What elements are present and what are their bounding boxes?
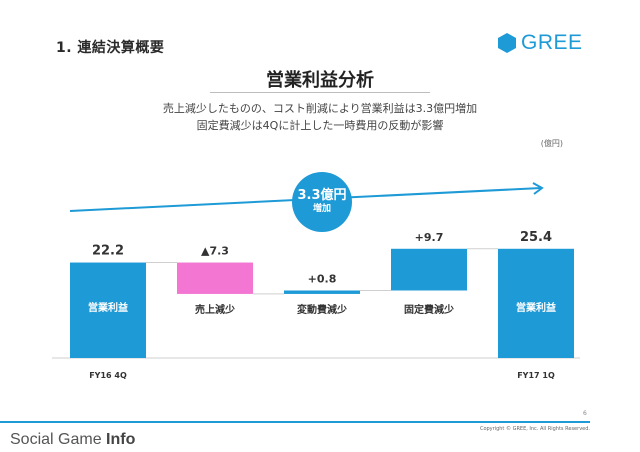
page-number: 6: [583, 410, 587, 417]
value-label-1: 22.2: [92, 244, 124, 259]
badge-value: 3.3億円: [297, 188, 347, 204]
category-label-2: 売上減少: [195, 303, 235, 316]
bar-1: [70, 262, 146, 358]
bar-2: [177, 262, 253, 294]
subtitle-line-2: 固定費減少は4Qに計上した一時費用の反動が影響: [196, 119, 444, 132]
hexagon-logo-icon: [498, 33, 516, 53]
category-label-3: 変動費減少: [297, 303, 347, 316]
unit-label: (億円): [540, 139, 563, 148]
badge-text: 増加: [312, 204, 331, 215]
period-label-1: FY16 4Q: [89, 371, 127, 380]
copyright-text: Copyright © GREE, Inc. All Rights Reserv…: [479, 426, 590, 432]
category-label-5: 営業利益: [516, 301, 556, 314]
slide-title: 営業利益分析: [266, 70, 374, 91]
footer-line: [0, 421, 590, 423]
category-label-1: 営業利益: [88, 301, 128, 314]
trend-arrow-head-icon: [532, 182, 544, 195]
value-label-4: +9.7: [415, 231, 444, 244]
watermark-regular: Social Game: [10, 431, 107, 448]
subtitle-line-1: 売上減少したものの、コスト削減により営業利益は3.3億円増加: [162, 102, 478, 115]
value-label-3: +0.8: [308, 272, 337, 285]
increase-badge: 3.3億円 増加: [292, 172, 352, 232]
value-label-2: ▲7.3: [201, 245, 229, 258]
gree-logo: GREE: [498, 31, 583, 55]
logo-text: GREE: [521, 31, 583, 54]
title-divider: [210, 92, 430, 93]
category-label-4: 固定費減少: [404, 303, 454, 316]
value-label-5: 25.4: [520, 230, 552, 245]
bar-5: [498, 248, 574, 358]
watermark-bold: Info: [106, 431, 136, 448]
period-label-5: FY17 1Q: [517, 371, 555, 380]
bar-4: [391, 248, 467, 291]
section-title: 1. 連結決算概要: [56, 40, 165, 56]
bar-3: [284, 290, 360, 294]
watermark: Social Game Info: [10, 431, 135, 449]
